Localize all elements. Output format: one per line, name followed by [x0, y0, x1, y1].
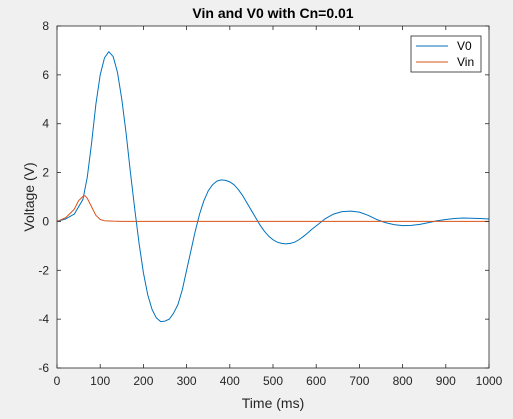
- x-tick-label: 300: [177, 374, 197, 388]
- y-tick-label: -6: [38, 361, 49, 375]
- x-tick-label: 0: [54, 374, 61, 388]
- chart-title: Vin and V0 with Cn=0.01: [192, 5, 353, 21]
- series-line-v0: [56, 51, 490, 323]
- x-tick-label: 1000: [476, 374, 503, 388]
- legend-label-vin: Vin: [457, 55, 474, 69]
- x-tick-label: 700: [349, 374, 369, 388]
- y-tick-label: -2: [38, 263, 49, 277]
- x-tick-label: 600: [306, 374, 326, 388]
- legend: V0 Vin: [410, 35, 482, 73]
- plot-area: [57, 26, 489, 368]
- x-tick-label: 100: [90, 374, 110, 388]
- x-axis-label: Time (ms): [242, 395, 304, 411]
- x-tick-label: 200: [133, 374, 153, 388]
- x-tick-label: 500: [263, 374, 283, 388]
- y-tick-label: 0: [42, 214, 49, 228]
- series-line-vin: [56, 195, 489, 222]
- x-tick-label: 800: [393, 374, 413, 388]
- x-tick-label: 900: [436, 374, 456, 388]
- y-tick-label: 4: [42, 117, 49, 131]
- y-tick-label: 2: [42, 166, 49, 180]
- y-tick-label: 8: [42, 19, 49, 33]
- y-tick-label: 6: [42, 68, 49, 82]
- y-tick-label: -4: [38, 312, 49, 326]
- legend-box: [410, 35, 482, 73]
- legend-label-v0: V0: [457, 39, 472, 53]
- x-tick-label: 400: [220, 374, 240, 388]
- y-axis-label: Voltage (V): [21, 162, 37, 231]
